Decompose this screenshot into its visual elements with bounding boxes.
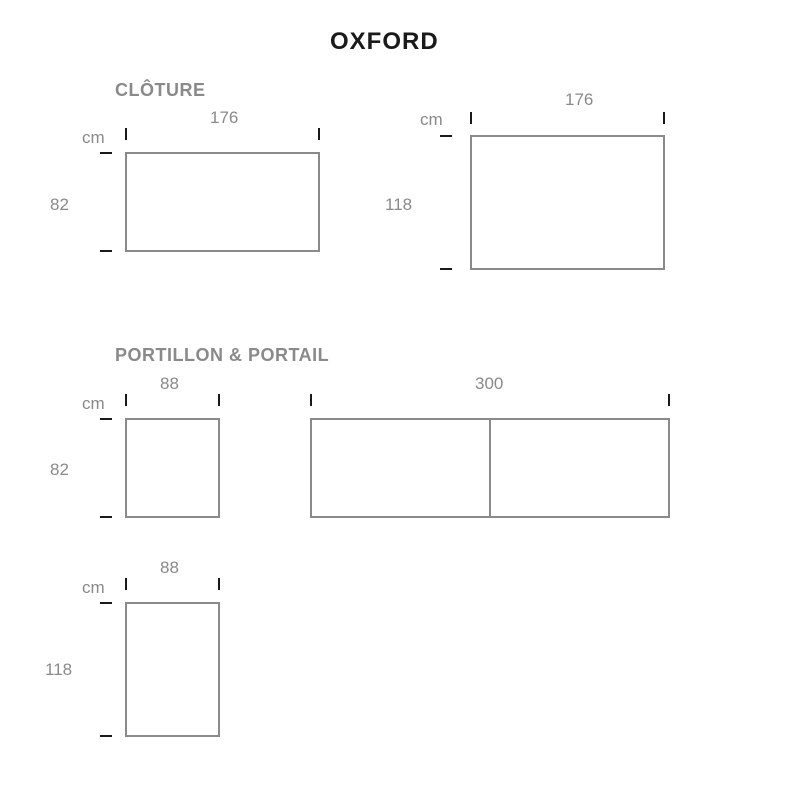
cloture-2-rect xyxy=(470,135,665,270)
cloture-1-tick-left-top xyxy=(100,152,112,154)
pp-1-tick-left-bottom xyxy=(100,516,112,518)
cloture-1-tick-left-bottom xyxy=(100,250,112,252)
pp-1-tick-left-top xyxy=(100,418,112,420)
cloture-2-width-label: 176 xyxy=(565,90,593,110)
pp-3-tick-top-left xyxy=(125,578,127,590)
pp-3-height-label: 118 xyxy=(45,660,72,680)
pp-1-width-label: 88 xyxy=(160,374,179,394)
section-cloture-label: CLÔTURE xyxy=(115,80,206,101)
pp-2-tick-top-right xyxy=(668,394,670,406)
cloture-1-width-label: 176 xyxy=(210,108,238,128)
cloture-1-tick-top-left xyxy=(125,128,127,140)
cloture-2-tick-top-right xyxy=(663,112,665,124)
pp-3-tick-left-bottom xyxy=(100,735,112,737)
pp-1-unit: cm xyxy=(82,394,105,414)
cloture-1-height-label: 82 xyxy=(50,195,69,215)
pp-2-tick-top-left xyxy=(310,394,312,406)
pp-3-rect xyxy=(125,602,220,737)
pp-1-tick-top-left xyxy=(125,394,127,406)
pp-2-width-label: 300 xyxy=(475,374,503,394)
pp-3-unit: cm xyxy=(82,578,105,598)
pp-1-rect xyxy=(125,418,220,518)
cloture-2-tick-top-left xyxy=(470,112,472,124)
pp-3-width-label: 88 xyxy=(160,558,179,578)
section-portillon-label: PORTILLON & PORTAIL xyxy=(115,345,329,366)
pp-3-tick-left-top xyxy=(100,602,112,604)
cloture-1-tick-top-right xyxy=(318,128,320,140)
cloture-1-rect xyxy=(125,152,320,252)
pp-2-divider xyxy=(489,418,491,518)
pp-1-height-label: 82 xyxy=(50,460,69,480)
cloture-2-tick-left-bottom xyxy=(440,268,452,270)
page-title: OXFORD xyxy=(330,28,439,56)
pp-1-tick-top-right xyxy=(218,394,220,406)
cloture-1-unit: cm xyxy=(82,128,105,148)
cloture-2-height-label: 118 xyxy=(385,195,412,215)
cloture-2-unit: cm xyxy=(420,110,443,130)
cloture-2-tick-left-top xyxy=(440,135,452,137)
pp-3-tick-top-right xyxy=(218,578,220,590)
